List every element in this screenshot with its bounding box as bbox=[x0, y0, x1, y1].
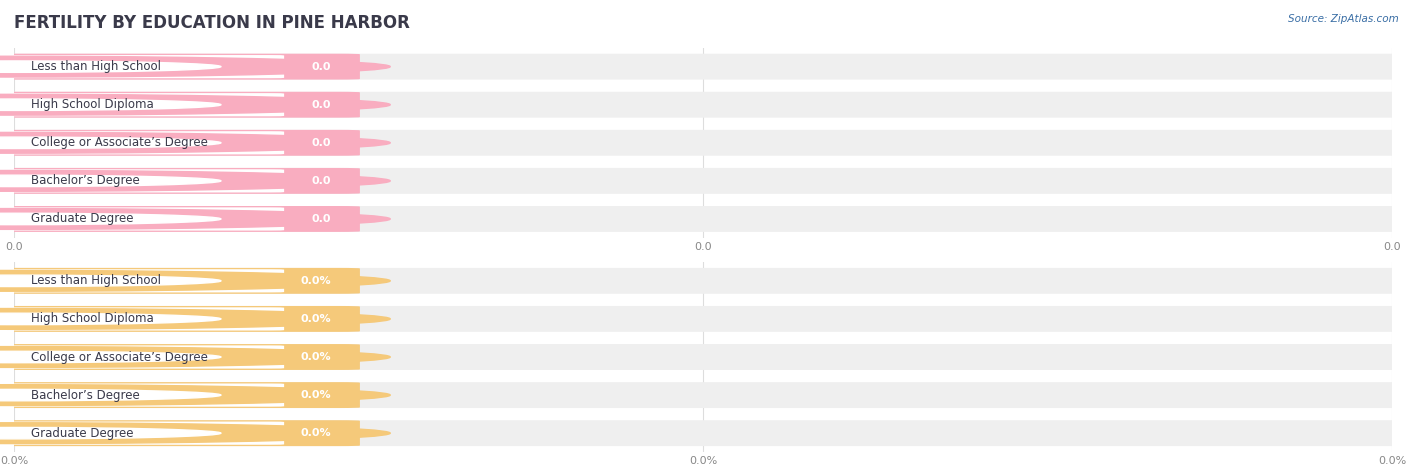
Circle shape bbox=[0, 427, 221, 439]
FancyBboxPatch shape bbox=[1, 131, 284, 154]
Circle shape bbox=[0, 347, 391, 367]
Text: Graduate Degree: Graduate Degree bbox=[31, 212, 134, 226]
FancyBboxPatch shape bbox=[0, 268, 1406, 294]
FancyBboxPatch shape bbox=[0, 130, 1406, 156]
FancyBboxPatch shape bbox=[0, 92, 1406, 118]
FancyBboxPatch shape bbox=[0, 382, 360, 408]
Circle shape bbox=[0, 208, 391, 229]
Text: High School Diploma: High School Diploma bbox=[31, 312, 153, 326]
Text: Less than High School: Less than High School bbox=[31, 60, 160, 73]
FancyBboxPatch shape bbox=[0, 344, 360, 370]
FancyBboxPatch shape bbox=[0, 306, 1406, 332]
Circle shape bbox=[0, 94, 391, 115]
FancyBboxPatch shape bbox=[0, 206, 360, 232]
FancyBboxPatch shape bbox=[0, 54, 1406, 79]
FancyBboxPatch shape bbox=[0, 420, 1406, 446]
Text: 0.0%: 0.0% bbox=[301, 390, 330, 400]
Text: College or Associate’s Degree: College or Associate’s Degree bbox=[31, 350, 208, 364]
Text: 0.0%: 0.0% bbox=[301, 314, 330, 324]
FancyBboxPatch shape bbox=[0, 382, 1406, 408]
Text: 0.0%: 0.0% bbox=[301, 276, 330, 286]
Circle shape bbox=[0, 61, 221, 72]
Circle shape bbox=[0, 56, 391, 77]
Circle shape bbox=[0, 175, 221, 187]
Text: 0.0: 0.0 bbox=[312, 138, 330, 148]
Text: 0.0: 0.0 bbox=[312, 99, 330, 110]
Circle shape bbox=[0, 423, 391, 444]
FancyBboxPatch shape bbox=[1, 269, 284, 292]
Circle shape bbox=[0, 351, 221, 363]
FancyBboxPatch shape bbox=[0, 268, 360, 294]
FancyBboxPatch shape bbox=[0, 344, 1406, 370]
Circle shape bbox=[0, 132, 391, 153]
FancyBboxPatch shape bbox=[0, 206, 1406, 232]
FancyBboxPatch shape bbox=[0, 306, 360, 332]
Circle shape bbox=[0, 308, 391, 329]
Text: 0.0: 0.0 bbox=[312, 176, 330, 186]
Text: FERTILITY BY EDUCATION IN PINE HARBOR: FERTILITY BY EDUCATION IN PINE HARBOR bbox=[14, 14, 411, 32]
Text: High School Diploma: High School Diploma bbox=[31, 98, 153, 111]
FancyBboxPatch shape bbox=[0, 130, 360, 156]
FancyBboxPatch shape bbox=[0, 420, 360, 446]
Text: Bachelor’s Degree: Bachelor’s Degree bbox=[31, 174, 139, 188]
FancyBboxPatch shape bbox=[1, 422, 284, 445]
Text: College or Associate’s Degree: College or Associate’s Degree bbox=[31, 136, 208, 149]
FancyBboxPatch shape bbox=[0, 168, 1406, 194]
FancyBboxPatch shape bbox=[1, 346, 284, 368]
Circle shape bbox=[0, 385, 391, 406]
Text: 0.0: 0.0 bbox=[312, 214, 330, 224]
FancyBboxPatch shape bbox=[1, 169, 284, 192]
Circle shape bbox=[0, 313, 221, 325]
Text: Less than High School: Less than High School bbox=[31, 274, 160, 288]
Text: Graduate Degree: Graduate Degree bbox=[31, 426, 134, 440]
Text: 0.0%: 0.0% bbox=[301, 428, 330, 438]
FancyBboxPatch shape bbox=[0, 168, 360, 194]
Text: Source: ZipAtlas.com: Source: ZipAtlas.com bbox=[1288, 14, 1399, 24]
FancyBboxPatch shape bbox=[0, 92, 360, 118]
Circle shape bbox=[0, 99, 221, 110]
Circle shape bbox=[0, 213, 221, 225]
Circle shape bbox=[0, 170, 391, 191]
Circle shape bbox=[0, 275, 221, 287]
Circle shape bbox=[0, 270, 391, 291]
Circle shape bbox=[0, 137, 221, 149]
Circle shape bbox=[0, 389, 221, 401]
FancyBboxPatch shape bbox=[0, 54, 360, 79]
FancyBboxPatch shape bbox=[1, 384, 284, 407]
FancyBboxPatch shape bbox=[1, 208, 284, 230]
Text: 0.0%: 0.0% bbox=[301, 352, 330, 362]
FancyBboxPatch shape bbox=[1, 307, 284, 330]
FancyBboxPatch shape bbox=[1, 55, 284, 78]
Text: 0.0: 0.0 bbox=[312, 61, 330, 72]
FancyBboxPatch shape bbox=[1, 93, 284, 116]
Text: Bachelor’s Degree: Bachelor’s Degree bbox=[31, 388, 139, 402]
